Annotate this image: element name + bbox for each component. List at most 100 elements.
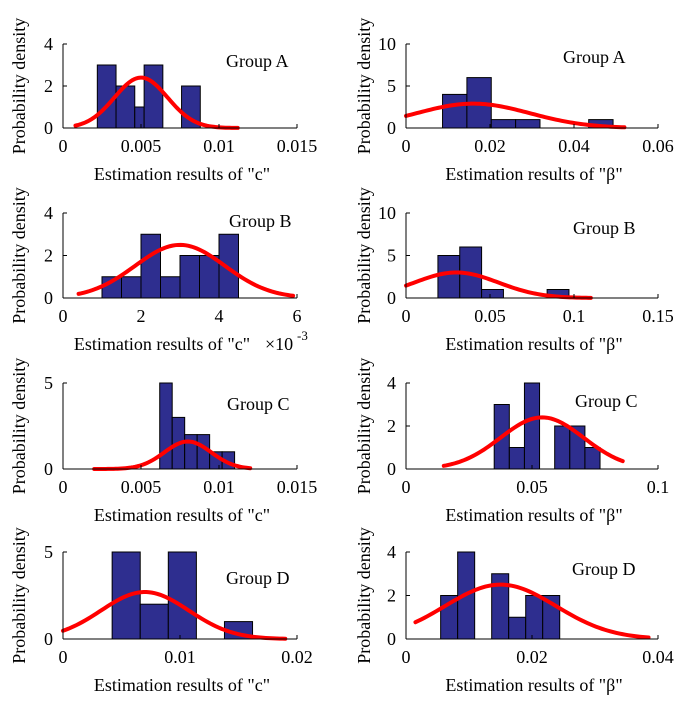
x-axis-title: Estimation results of "β" <box>445 164 622 184</box>
x-tick-label: 0.02 <box>281 647 313 667</box>
x-tick-label: 0.01 <box>203 136 235 156</box>
histogram-bar <box>442 93 468 129</box>
group-label: Group A <box>226 51 289 71</box>
histogram-bar <box>508 616 527 640</box>
x-tick-label: 0.015 <box>277 477 318 497</box>
histogram-bar <box>508 447 525 470</box>
fit-curve <box>61 590 288 641</box>
y-axis-title: Probability density <box>354 358 374 495</box>
x-tick-label: 0.04 <box>642 647 674 667</box>
histogram-bar <box>515 119 541 129</box>
y-tick-label: 0 <box>387 288 396 308</box>
x-axis-title: Estimation results of "c" <box>94 505 270 525</box>
y-tick-label: 2 <box>387 416 396 436</box>
group-label: Group C <box>575 391 638 411</box>
x-tick-label: 0.01 <box>203 477 235 497</box>
y-tick-label: 4 <box>44 34 53 54</box>
histogram-bar <box>437 255 461 299</box>
x-axis-title: Estimation results of "β" <box>445 505 622 525</box>
y-tick-label: 5 <box>387 76 396 96</box>
fit-curve <box>413 582 651 640</box>
x-axis-exponent-power: -3 <box>297 328 308 343</box>
y-tick-label: 4 <box>387 542 396 562</box>
histogram-bar <box>134 106 145 129</box>
x-tick-label: 6 <box>293 306 302 326</box>
x-tick-label: 0 <box>59 306 68 326</box>
y-tick-label: 5 <box>387 246 396 266</box>
y-tick-label: 2 <box>44 76 53 96</box>
x-tick-label: 0.1 <box>563 306 586 326</box>
histogram-bar <box>554 425 571 470</box>
group-label: Group B <box>573 218 636 238</box>
y-axis-title: Probability density <box>354 527 374 664</box>
histogram-bar <box>481 289 504 299</box>
x-tick-label: 0.01 <box>164 647 196 667</box>
y-tick-label: 5 <box>44 542 53 562</box>
y-tick-label: 10 <box>378 34 396 54</box>
chart-panel: 0 2 4 6 0 2 4 Probability density Estimation res… <box>9 187 308 354</box>
y-axis-title: Probability density <box>354 187 374 324</box>
histogram-bar <box>121 276 142 299</box>
y-axis-title: Probability density <box>9 358 29 495</box>
x-tick-label: 0 <box>402 306 411 326</box>
y-axis-title: Probability density <box>9 187 29 324</box>
y-tick-label: 2 <box>44 246 53 266</box>
x-tick-label: 0 <box>59 136 68 156</box>
histogram-bar <box>490 119 517 129</box>
histogram-bar <box>525 595 544 640</box>
x-tick-label: 0.05 <box>516 477 548 497</box>
group-label: Group D <box>572 559 636 579</box>
x-tick-label: 0.005 <box>121 477 162 497</box>
x-axis-title: Estimation results of "c" <box>94 675 270 695</box>
x-tick-label: 0 <box>402 136 411 156</box>
x-tick-label: 0 <box>59 477 68 497</box>
y-tick-label: 0 <box>387 459 396 479</box>
histogram-bar <box>139 603 169 640</box>
y-tick-label: 4 <box>44 203 53 223</box>
x-axis-title: Estimation results of "β" <box>445 334 622 354</box>
y-tick-label: 0 <box>44 118 53 138</box>
histogram-bar <box>584 447 601 470</box>
x-tick-label: 0.04 <box>558 136 590 156</box>
x-tick-label: 0 <box>402 477 411 497</box>
x-tick-label: 0 <box>402 647 411 667</box>
chart-panel: 0 0.005 0.01 0.015 0 2 4 Probability density Est… <box>9 18 317 184</box>
y-tick-label: 0 <box>44 629 53 649</box>
y-axis-title: Probability density <box>354 18 374 155</box>
y-axis-title: Probability density <box>9 527 29 664</box>
x-tick-label: 0.15 <box>642 306 674 326</box>
group-label: Group D <box>226 568 290 588</box>
group-label: Group A <box>563 47 626 67</box>
chart-panel: 0 0.02 0.04 0 2 4 Probability density Estimatio… <box>354 527 674 695</box>
histogram-bar <box>160 276 181 299</box>
x-tick-label: 0.02 <box>516 647 548 667</box>
histogram-bar <box>167 551 197 640</box>
fit-curve <box>404 270 593 300</box>
x-tick-label: 0.02 <box>474 136 506 156</box>
histogram-bar <box>143 64 164 129</box>
y-tick-label: 10 <box>378 203 396 223</box>
fit-curve <box>441 415 625 468</box>
x-axis-title: Estimation results of "β" <box>445 675 622 695</box>
x-tick-label: 0.05 <box>474 306 506 326</box>
x-tick-label: 2 <box>137 306 146 326</box>
group-label: Group B <box>229 211 292 231</box>
y-tick-label: 5 <box>44 373 53 393</box>
y-tick-label: 0 <box>44 288 53 308</box>
y-axis-title: Probability density <box>9 18 29 155</box>
x-axis-title: Estimation results of "c" <box>74 334 250 354</box>
y-tick-label: 0 <box>387 629 396 649</box>
fit-curve <box>404 101 627 130</box>
x-tick-label: 0.005 <box>121 136 162 156</box>
histogram-bar <box>179 255 200 299</box>
y-tick-label: 2 <box>387 586 396 606</box>
x-tick-label: 0 <box>59 647 68 667</box>
y-tick-label: 4 <box>387 373 396 393</box>
chart-panel: 0 0.005 0.01 0.015 0 5 Probability density Esti… <box>9 358 317 525</box>
x-tick-label: 4 <box>215 306 224 326</box>
y-tick-label: 0 <box>387 118 396 138</box>
